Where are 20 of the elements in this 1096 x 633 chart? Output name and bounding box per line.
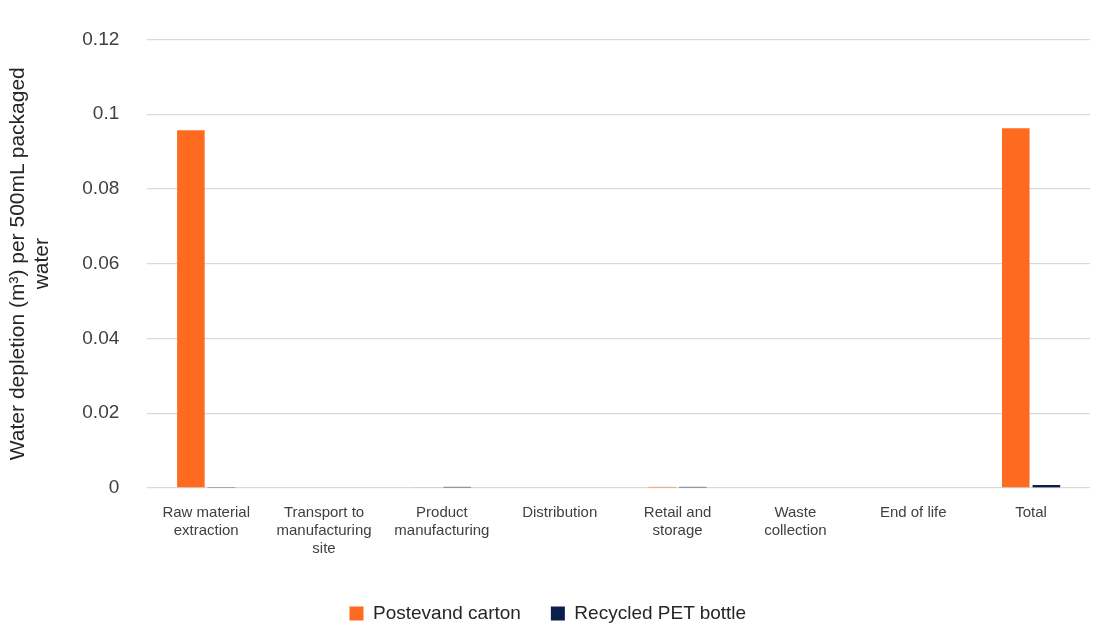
y-tick-label: 0.04 [82, 326, 120, 348]
x-tick-label: Total [1015, 503, 1047, 521]
x-tick-label: Retail and storage [643, 503, 712, 539]
x-tick-label: Raw material extraction [162, 503, 250, 539]
bar [177, 130, 205, 488]
x-tick-label: Waste collection [764, 503, 827, 539]
x-tick-label: Transport to manufacturing site [276, 503, 372, 557]
legend-label: Postevand carton [373, 601, 521, 623]
y-tick-label: 0.08 [82, 177, 120, 199]
x-tick-label: Product manufacturing [394, 503, 490, 539]
y-tick-label: 0.02 [82, 401, 120, 423]
y-axis-title: Water depletion (m³) per 500mL packaged water [4, 67, 53, 461]
y-tick-label: 0.1 [92, 102, 120, 124]
x-tick-label: End of life [879, 503, 947, 521]
y-tick-label: 0.12 [82, 27, 120, 49]
y-tick-label: 0 [108, 476, 120, 498]
legend-label: Recycled PET bottle [574, 601, 747, 623]
x-tick-label: Distribution [522, 503, 598, 521]
bar [1001, 128, 1030, 488]
y-tick-label: 0.06 [82, 251, 120, 273]
